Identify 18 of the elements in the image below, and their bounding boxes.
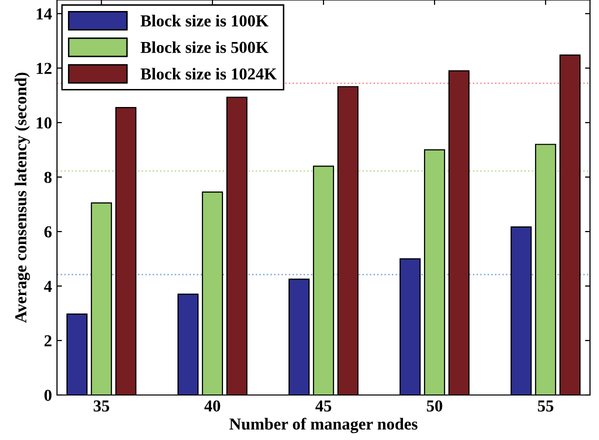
y-tick-label: 12 <box>36 62 52 74</box>
y-tick-label: 14 <box>36 8 52 20</box>
x-axis-title: Number of manager nodes <box>229 418 418 434</box>
x-tick-label: 45 <box>315 400 332 412</box>
y-tick-label: 10 <box>36 117 52 129</box>
y-axis-title: Average consensus latency (second) <box>14 72 30 323</box>
x-tick-label: 55 <box>538 400 554 412</box>
x-tick-label: 50 <box>426 400 442 412</box>
y-tick-label: 2 <box>44 335 52 346</box>
y-tick-label: 4 <box>44 280 52 292</box>
x-tick-label: 35 <box>94 400 110 412</box>
y-tick-label: 8 <box>44 172 52 184</box>
y-tick-label: 6 <box>44 226 52 238</box>
legend-label: Block size is 100K <box>140 14 268 26</box>
legend-label: Block size is 500K <box>140 41 268 54</box>
legend-label: Block size is 1024K <box>140 68 277 80</box>
x-tick-label: 40 <box>204 400 220 412</box>
y-tick-label: 0 <box>44 390 52 401</box>
